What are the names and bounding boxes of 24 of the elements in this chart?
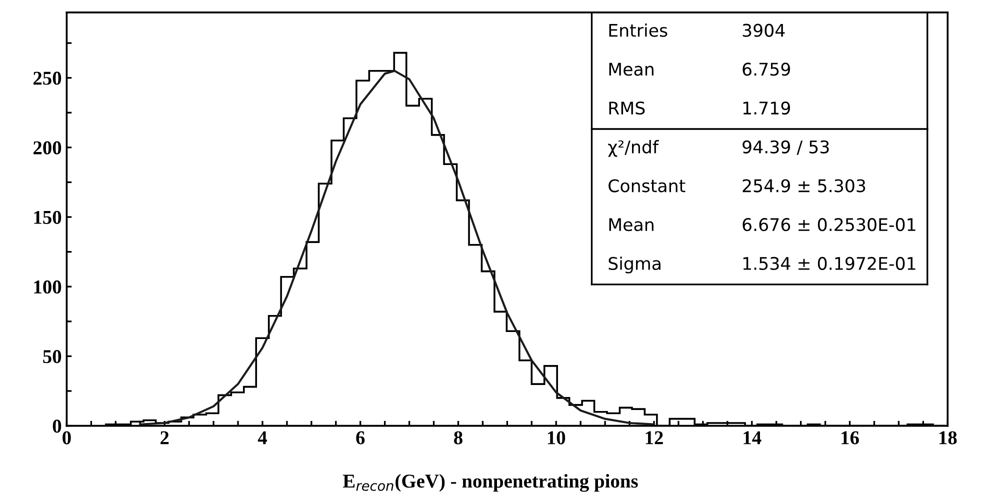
x-tick-label: 8 xyxy=(454,431,462,444)
y-tick-label: 100 xyxy=(34,280,62,294)
text: χ²/ndf 94.39 / 53 xyxy=(608,140,829,157)
text: RMS 1.719 xyxy=(609,101,790,115)
y-tick-label: 150 xyxy=(34,210,62,224)
x-tick-label: 16 xyxy=(842,431,859,444)
text: Entries 3904 xyxy=(609,23,785,37)
y-tick-label: 50 xyxy=(43,350,62,364)
text: Constant 254.9 ± 5.303 xyxy=(608,179,866,192)
x-axis-title: E$_{recon}$(GeV) - nonpenetrating pions xyxy=(342,474,638,492)
text: Mean 6.676 ± 0.2530E-01 xyxy=(609,218,916,232)
x-tick-label: 4 xyxy=(258,431,267,444)
text: Mean 6.759 xyxy=(609,62,790,76)
x-tick-label: 10 xyxy=(548,431,566,444)
x-tick-label: 2 xyxy=(160,431,169,444)
x-tick-label: 12 xyxy=(646,431,663,444)
y-tick-label: 200 xyxy=(33,141,62,154)
x-tick-label: 14 xyxy=(744,431,762,444)
text: Sigma 1.534 ± 0.1972E-01 xyxy=(608,256,916,274)
x-tick-label: 18 xyxy=(939,431,957,444)
y-tick-label: 250 xyxy=(33,72,62,85)
y-tick-label: 0 xyxy=(52,420,62,433)
x-tick-label: 0 xyxy=(62,431,71,444)
x-tick-label: 6 xyxy=(356,431,365,444)
